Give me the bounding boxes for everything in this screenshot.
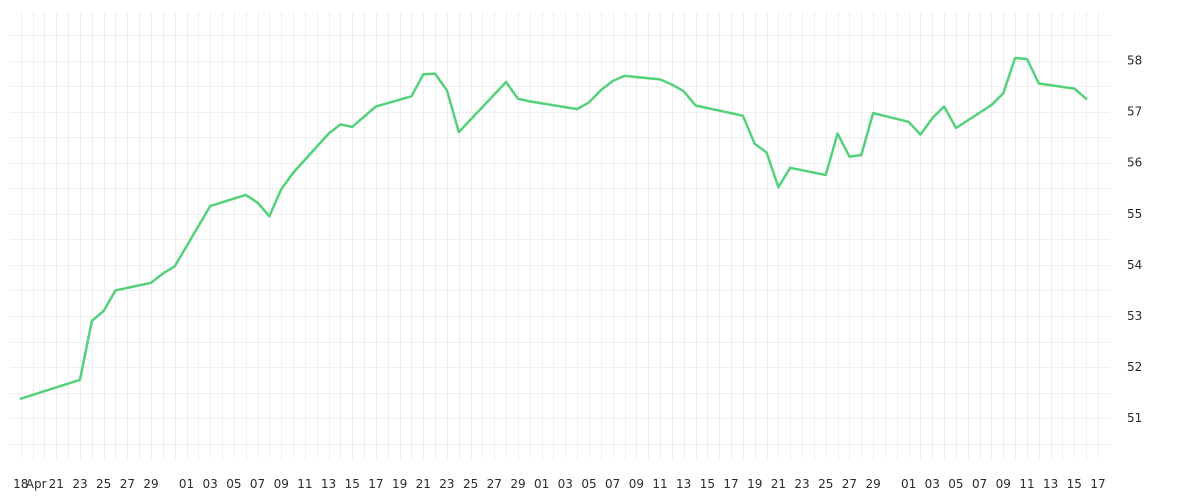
y-tick-label: 55 xyxy=(1127,207,1142,221)
x-tick-label: 23 xyxy=(72,477,87,491)
x-tick-label: 05 xyxy=(948,477,963,491)
x-tick-label: 15 xyxy=(345,477,360,491)
x-tick-label: 27 xyxy=(120,477,135,491)
x-tick-label: 27 xyxy=(842,477,857,491)
x-tick-label: 05 xyxy=(226,477,241,491)
x-tick-label: 01 xyxy=(179,477,194,491)
x-tick-label: 07 xyxy=(605,477,620,491)
x-tick-label: 21 xyxy=(49,477,64,491)
y-tick-label: 51 xyxy=(1127,411,1142,425)
y-axis: 51 52 53 54 55 56 57 58 xyxy=(1127,54,1142,426)
x-tick-label: 27 xyxy=(487,477,502,491)
x-tick-label: 15 xyxy=(700,477,715,491)
x-tick-label: 03 xyxy=(203,477,218,491)
x-tick-label: 19 xyxy=(747,477,762,491)
x-tick-label: 03 xyxy=(925,477,940,491)
x-tick-label: 01 xyxy=(534,477,549,491)
x-tick-label: 15 xyxy=(1067,477,1082,491)
x-tick-label: 29 xyxy=(143,477,158,491)
x-tick-label: 25 xyxy=(463,477,478,491)
x-tick-label: 23 xyxy=(439,477,454,491)
x-tick-label: 07 xyxy=(250,477,265,491)
x-tick-label: 05 xyxy=(581,477,596,491)
x-tick-label: 03 xyxy=(558,477,573,491)
series-layer xyxy=(19,56,1088,400)
x-tick-label: 17 xyxy=(723,477,738,491)
x-tick-label: 19 xyxy=(392,477,407,491)
series-line xyxy=(19,56,1088,400)
chart-grid xyxy=(10,12,1110,459)
y-tick-label: 57 xyxy=(1127,105,1142,119)
x-tick-label: 25 xyxy=(96,477,111,491)
x-tick-label: 25 xyxy=(818,477,833,491)
x-tick-label: 21 xyxy=(416,477,431,491)
x-tick-label: 01 xyxy=(901,477,916,491)
y-tick-label: 52 xyxy=(1127,360,1142,374)
x-tick-label: 29 xyxy=(510,477,525,491)
x-tick-label: 11 xyxy=(652,477,667,491)
x-tick-label: 13 xyxy=(676,477,691,491)
y-tick-label: 58 xyxy=(1127,54,1142,68)
x-tick-label: 11 xyxy=(297,477,312,491)
x-tick-label: 18 xyxy=(13,477,28,491)
y-tick-label: 56 xyxy=(1127,156,1142,170)
x-tick-label: 07 xyxy=(972,477,987,491)
x-tick-label: 17 xyxy=(1090,477,1105,491)
x-tick-label: 23 xyxy=(794,477,809,491)
x-tick-label: 13 xyxy=(1043,477,1058,491)
x-tick-label: 09 xyxy=(996,477,1011,491)
x-tick-label: 13 xyxy=(321,477,336,491)
x-tick-label: 09 xyxy=(629,477,644,491)
x-tick-label: 29 xyxy=(865,477,880,491)
x-tick-label: 09 xyxy=(274,477,289,491)
y-tick-label: 54 xyxy=(1127,258,1142,272)
x-tick-label: 21 xyxy=(771,477,786,491)
x-tick-label: Apr xyxy=(26,477,47,491)
x-tick-label: 11 xyxy=(1019,477,1034,491)
y-tick-label: 53 xyxy=(1127,309,1142,323)
x-tick-label: 17 xyxy=(368,477,383,491)
